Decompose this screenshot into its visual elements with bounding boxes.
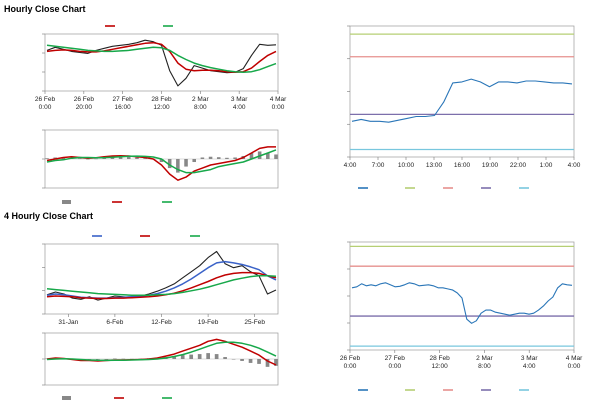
four-hourly-section-title: 4 Hourly Close Chart [4, 211, 93, 221]
series-line-close [351, 78, 573, 123]
divergence-bar [127, 157, 131, 159]
x-tick-label: 4 Mar 0:00 [270, 96, 287, 111]
x-tick-label: 10:00 [398, 162, 415, 169]
divergence-bar [274, 154, 278, 159]
divergence-bar [200, 157, 205, 159]
divergence-bar [233, 157, 237, 159]
x-tick-label: 6-Feb [106, 319, 123, 326]
divergence-bar [257, 359, 261, 364]
x-tick-label: 22:00 [510, 162, 527, 169]
x-tick-label: 3 Mar 4:00 [231, 96, 248, 111]
divergence-bar [265, 359, 270, 367]
x-tick-label: 4:00 [568, 162, 581, 169]
x-tick-label: 26 Feb 0:00 [340, 355, 361, 370]
x-tick-label: 26 Feb 0:00 [35, 96, 56, 111]
legend-swatch-divergence [62, 396, 71, 400]
divergence-bar [102, 157, 107, 159]
divergence-bar [184, 159, 188, 167]
x-tick-label: 19-Feb [198, 319, 219, 326]
divergence-bar [94, 158, 98, 160]
divergence-bar [223, 357, 227, 359]
x-tick-label: 16:00 [454, 162, 471, 169]
divergence-bar [266, 152, 270, 159]
x-tick-label: 7:00 [372, 162, 385, 169]
x-tick-label: 13:00 [426, 162, 443, 169]
x-tick-label: 2 Mar 8:00 [192, 96, 209, 111]
x-tick-label: 19:00 [482, 162, 499, 169]
x-tick-label: 3 Mar 4:00 [521, 355, 538, 370]
hourly-price-chart: 26 Feb 0:00 26 Feb 20:00 27 Feb 16:00 28 Feb 12… [35, 25, 287, 111]
four-hourly-price-chart: 31-Jan 6-Feb 12-Feb 19-Feb 25-Feb [42, 235, 279, 326]
series-line-50-hrs-ma [46, 44, 277, 73]
plot-area [349, 25, 575, 158]
x-tick-label: 2 Mar 8:00 [476, 355, 493, 370]
four-hourly-close-week-chart: 26 Feb 0:00 27 Feb 0:00 28 Feb 12:00 2 Mar 8:00… [340, 241, 583, 391]
plot-area [44, 243, 279, 315]
divergence-bar [248, 359, 253, 363]
divergence-bar [214, 354, 219, 359]
divergence-bar [121, 358, 126, 360]
divergence-bar [197, 354, 202, 359]
x-tick-label: 25-Feb [244, 319, 265, 326]
divergence-bar [167, 159, 172, 169]
divergence-bar [189, 354, 194, 359]
divergence-bar [176, 159, 180, 173]
hourly-close-24h-chart: 4:00 7:00 10:00 13:00 16:00 19:00 22:00 1:00 4:0… [344, 25, 581, 189]
series-line-close [351, 282, 573, 324]
divergence-bar [225, 157, 229, 159]
series-line-close [46, 39, 277, 87]
x-tick-label: 12-Feb [151, 319, 172, 326]
divergence-bar [45, 158, 49, 159]
divergence-bar [135, 157, 139, 159]
x-tick-label: 4 Mar 0:00 [566, 355, 583, 370]
divergence-bar [206, 353, 210, 359]
x-tick-label: 28 Feb 12:00 [151, 96, 172, 111]
hourly-section-title: Hourly Close Chart [4, 4, 86, 14]
divergence-bar [159, 159, 164, 163]
divergence-bar [86, 159, 90, 160]
series-line-macd-signal-line [46, 149, 277, 174]
x-tick-label: 27 Feb 16:00 [113, 96, 134, 111]
series-line-macd-signal-line [46, 341, 277, 362]
x-tick-label: 27 Feb 0:00 [385, 355, 406, 370]
x-tick-label: 4:00 [344, 162, 357, 169]
divergence-bar [216, 157, 221, 159]
divergence-bar [96, 359, 100, 360]
hourly-macd-chart [42, 129, 279, 204]
divergence-bar [274, 359, 278, 366]
x-tick-label: 28 Feb 12:00 [429, 355, 450, 370]
divergence-bar [192, 159, 196, 163]
x-tick-label: 1:00 [540, 162, 553, 169]
divergence-bar [118, 156, 123, 159]
series-line-50-hour [46, 271, 277, 300]
divergence-bar [249, 152, 254, 159]
divergence-bar [172, 356, 177, 359]
x-tick-label: 31-Jan [58, 319, 78, 326]
divergence-bar [240, 359, 244, 361]
legend-swatch-divergence [62, 200, 71, 204]
divergence-bar [104, 359, 109, 360]
plot-area [349, 241, 575, 351]
series-line-200-hour [46, 275, 277, 296]
x-tick-label: 26 Feb 20:00 [74, 96, 95, 111]
plot-area [44, 33, 279, 92]
divergence-bar [113, 358, 117, 360]
divergence-bar [77, 158, 82, 160]
divergence-bar [110, 157, 115, 159]
divergence-bar [180, 355, 185, 359]
four-hourly-macd-chart [42, 332, 279, 400]
divergence-bar [208, 156, 213, 159]
divergence-bar [231, 359, 236, 360]
divergence-bar [143, 158, 147, 159]
